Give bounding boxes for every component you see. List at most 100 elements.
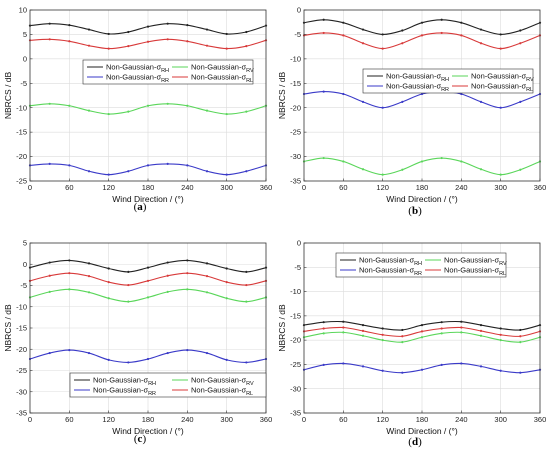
data-point-rl [68, 272, 71, 275]
data-point-rr [107, 358, 110, 361]
data-point-rr [186, 349, 189, 352]
data-point-rr [342, 92, 345, 96]
data-point-rh [401, 328, 404, 332]
data-point-rh [107, 32, 110, 36]
subfigure-label: (d) [408, 436, 422, 448]
data-point-rr [519, 100, 522, 103]
data-point-rl [245, 45, 248, 48]
data-point-rv [479, 334, 483, 337]
data-point-rl [186, 272, 189, 275]
y-tick-label: -25 [16, 366, 27, 375]
y-tick-label: -20 [16, 152, 27, 161]
data-point-rv [186, 288, 189, 291]
legend-label-rv: Non-Gaussian-σRV [191, 376, 254, 388]
data-point-rv [205, 291, 209, 294]
y-tick-label: -35 [290, 409, 301, 418]
data-point-rv [48, 102, 51, 105]
data-point-rr [87, 170, 91, 173]
data-point-rl [186, 40, 189, 43]
legend-label-rl: Non-Gaussian-σRL [444, 266, 506, 278]
legend: Non-Gaussian-σRH Non-Gaussian-σRVNon-Gaus… [362, 68, 534, 94]
y-tick-label: 0 [23, 54, 27, 63]
data-point-rh [420, 21, 424, 24]
data-point-rl [401, 42, 404, 45]
data-point-rh [381, 33, 384, 36]
data-point-rv [519, 168, 522, 171]
data-point-rr [127, 170, 130, 173]
legend-label-rv: Non-Gaussian-σRV [191, 63, 254, 75]
data-point-rl [479, 42, 483, 45]
data-point-rl [381, 333, 384, 336]
data-point-rl [361, 42, 365, 45]
data-point-rl [205, 275, 209, 278]
data-point-rl [225, 281, 228, 284]
data-point-rv [499, 339, 502, 342]
data-point-rl [87, 44, 91, 47]
y-tick-label: -25 [290, 128, 301, 137]
data-point-rh [107, 267, 110, 270]
data-point-rv [420, 160, 424, 163]
y-tick-label: -15 [16, 128, 27, 137]
data-point-rv [225, 112, 228, 116]
data-point-rv [420, 336, 424, 339]
data-point-rv [48, 290, 51, 293]
data-point-rv [440, 332, 443, 335]
x-axis-label: Wind Direction / (°) [386, 426, 458, 436]
data-point-rr [322, 363, 325, 367]
data-point-rr [381, 369, 384, 372]
chart-panel-d: 0 60 120 180 240 300 360 0 -5 -10 -15 -20 -25 -30 -35 W… [277, 239, 546, 448]
data-point-rr [245, 361, 248, 364]
data-point-rl [166, 38, 169, 41]
legend: Non-Gaussian-σRH Non-Gaussian-σRVNon-Gaus… [69, 372, 267, 398]
y-tick-label: -35 [16, 409, 27, 418]
data-point-rr [361, 100, 365, 103]
data-point-rl [499, 333, 502, 336]
y-axis-label: NBRCS / dB [277, 72, 287, 120]
data-point-rr [420, 92, 424, 96]
x-tick-label: 300 [494, 415, 507, 424]
y-tick-label: -5 [294, 30, 301, 39]
data-point-rh [245, 270, 248, 273]
data-point-rr [48, 351, 51, 355]
data-point-rv [479, 168, 483, 171]
data-point-rr [401, 371, 404, 374]
legend-label-rr: Non-Gaussian-σRR [359, 266, 422, 278]
data-point-rr [166, 351, 169, 355]
data-point-rh [146, 25, 150, 28]
data-point-rv [460, 160, 463, 163]
subfigure-label: (c) [134, 433, 147, 445]
data-point-rh [460, 21, 463, 24]
legend-label-rh: Non-Gaussian-σRH [359, 256, 422, 268]
x-tick-label: 240 [455, 183, 468, 192]
x-tick-label: 0 [28, 183, 32, 192]
chart-panel-b: 0 60 120 180 240 300 360 0 -5 -10 -15 -20 -25 -30 -35 W… [277, 6, 546, 217]
data-point-rv [460, 331, 463, 334]
data-point-rv [499, 173, 502, 176]
data-point-rl [48, 38, 51, 41]
data-point-rl [440, 31, 443, 35]
data-point-rl [146, 279, 150, 282]
data-point-rh [166, 261, 169, 264]
data-point-rh [420, 323, 424, 327]
y-tick-label: -15 [16, 324, 27, 333]
data-point-rh [48, 261, 51, 264]
x-tick-label: 360 [534, 415, 547, 424]
legend: Non-Gaussian-σRH Non-Gaussian-σRVNon-Gaus… [82, 59, 254, 85]
data-point-rr [146, 357, 150, 361]
y-tick-label: -30 [290, 152, 301, 161]
data-point-rr [68, 349, 71, 352]
data-point-rv [342, 160, 345, 163]
x-tick-label: 120 [102, 415, 115, 424]
x-axis-label: Wind Direction / (°) [386, 194, 458, 204]
data-point-rv [225, 297, 228, 300]
data-point-rl [205, 44, 209, 47]
data-point-rh [127, 30, 130, 34]
data-point-rl [322, 31, 325, 35]
data-point-rr [205, 170, 209, 173]
data-point-rh [342, 21, 345, 24]
data-point-rh [361, 28, 365, 31]
y-tick-label: 5 [23, 30, 27, 39]
y-tick-label: -15 [290, 79, 301, 88]
data-point-rl [127, 45, 130, 48]
data-point-rh [479, 323, 483, 327]
